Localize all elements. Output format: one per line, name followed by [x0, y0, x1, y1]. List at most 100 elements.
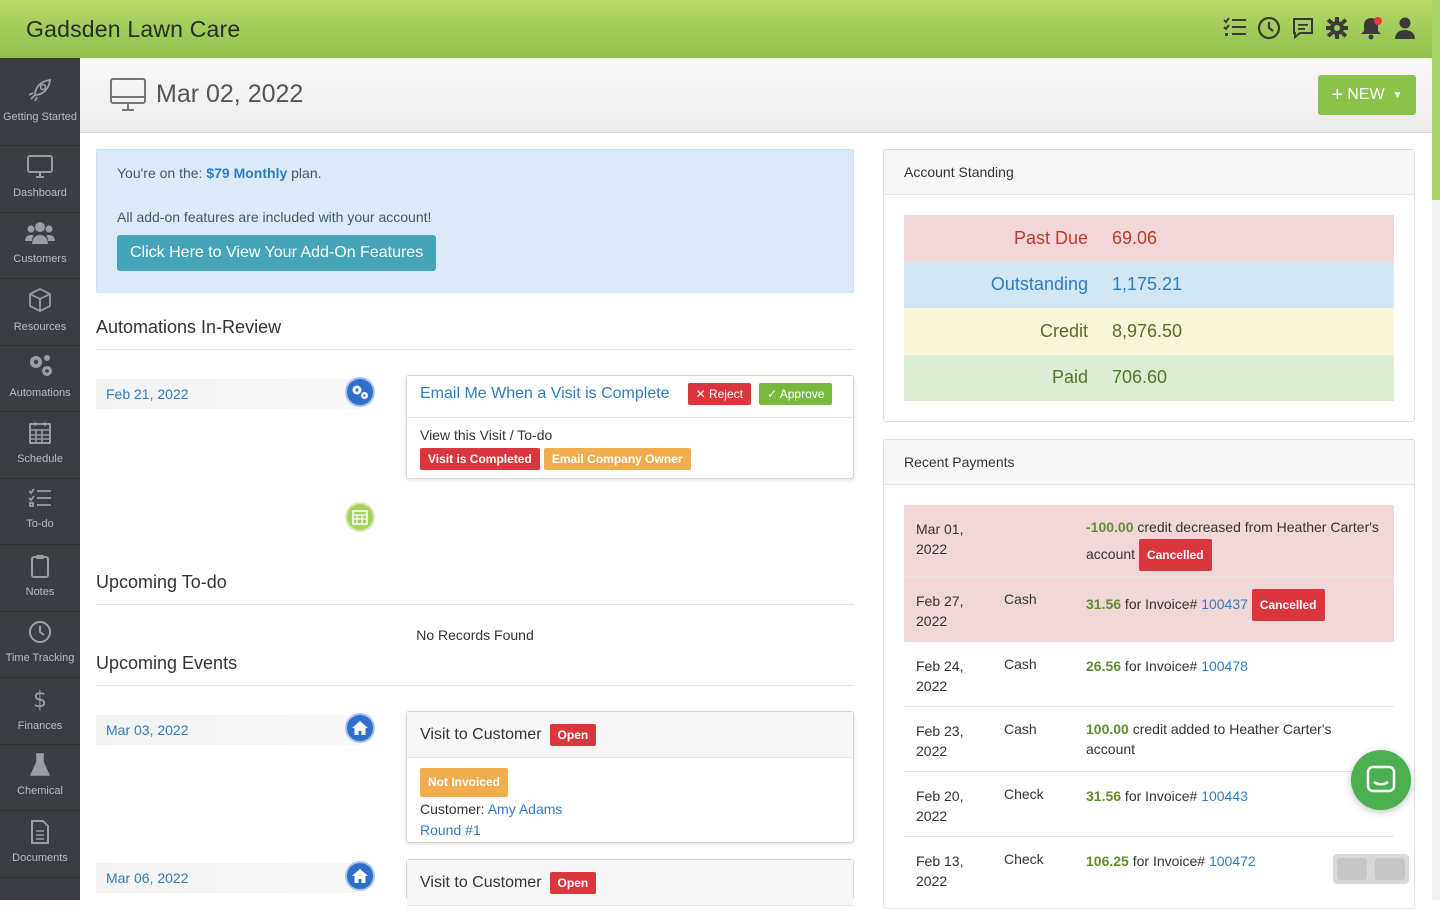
- chat-icon[interactable]: [1290, 14, 1316, 42]
- calendar-icon: [345, 502, 375, 532]
- payment-detail: 100.00 credit added to Heather Carter's …: [1086, 719, 1366, 759]
- invoice-link[interactable]: 100437: [1201, 596, 1248, 612]
- new-button-label: NEW: [1347, 86, 1385, 103]
- invoice-link[interactable]: 100472: [1208, 853, 1256, 869]
- event-title[interactable]: Visit to Customer: [420, 725, 542, 743]
- sidebar-item-label: Resources: [13, 320, 67, 333]
- plan-line: You're on the: $79 Monthly plan.: [117, 165, 833, 181]
- payment-row: Feb 27, 2022 Cash 31.56 for Invoice# 100…: [904, 577, 1394, 642]
- panel-title: Account Standing: [884, 150, 1414, 195]
- sidebar-item-label: Documents: [12, 851, 68, 864]
- standing-value: 69.06: [1112, 227, 1158, 248]
- brand-name: Gadsden Lawn Care: [26, 15, 241, 42]
- caret-down-icon: ▼: [1392, 89, 1403, 101]
- approve-button[interactable]: ✓ Approve: [758, 383, 833, 405]
- event-title[interactable]: Visit to Customer: [420, 873, 542, 891]
- sidebar-item-chemical[interactable]: Chemical: [0, 745, 80, 811]
- automation-card: Email Me When a Visit is Complete ✕ Reje…: [406, 375, 854, 479]
- plus-icon: +: [1331, 84, 1344, 106]
- payment-row: Feb 20, 2022 Check 31.56 for Invoice# 10…: [904, 772, 1394, 837]
- notification-dot: [1374, 17, 1382, 25]
- todo-empty: No Records Found: [416, 627, 534, 643]
- sidebar-item-finances[interactable]: $ Finances: [0, 678, 80, 745]
- payment-row: Feb 24, 2022 Cash 26.56 for Invoice# 100…: [904, 642, 1394, 707]
- payment-date: Feb 23, 2022: [916, 723, 964, 759]
- payment-text: for Invoice#: [1121, 658, 1202, 674]
- sidebar-item-schedule[interactable]: Schedule: [0, 412, 80, 479]
- view-visit-link[interactable]: View this Visit / To-do: [420, 427, 553, 443]
- invoice-badge: Not Invoiced: [420, 768, 509, 797]
- clock-icon[interactable]: [1256, 14, 1282, 42]
- payment-row: Feb 13, 2022 Check 106.25 for Invoice# 1…: [904, 837, 1394, 902]
- payment-text: for Invoice#: [1121, 788, 1202, 804]
- payment-amount: 106.25: [1086, 853, 1129, 869]
- media-controls: [1333, 854, 1409, 884]
- scrollbar[interactable]: [1432, 0, 1440, 900]
- dollar-icon: $: [33, 688, 47, 712]
- sidebar-item-label: Dashboard: [13, 186, 67, 199]
- standing-row-credit: Credit 8,976.50: [904, 308, 1394, 355]
- pause-icon[interactable]: [1337, 858, 1367, 880]
- payment-detail: -100.00 credit decreased from Heather Ca…: [1086, 515, 1386, 571]
- payment-text: credit decreased from Heather Carter's a…: [1086, 519, 1379, 562]
- clock-icon: [29, 621, 51, 644]
- event-customer: Customer: Amy Adams: [420, 799, 840, 820]
- event-date[interactable]: Mar 06, 2022: [96, 863, 362, 893]
- sidebar-item-dashboard[interactable]: Dashboard: [0, 146, 80, 213]
- payment-date: Feb 27, 2022: [916, 593, 964, 629]
- sidebar-item-label: Automations: [9, 387, 71, 400]
- standing-row-paid: Paid 706.60: [904, 354, 1394, 401]
- bell-icon[interactable]: [1358, 14, 1384, 42]
- cancelled-badge: Cancelled: [1138, 539, 1212, 571]
- view-addons-button[interactable]: Click Here to View Your Add-On Features: [117, 235, 437, 271]
- new-button[interactable]: + NEW ▼: [1318, 75, 1416, 115]
- sidebar-item-resources[interactable]: Resources: [0, 279, 80, 346]
- monitor-icon: [110, 78, 146, 111]
- event-date[interactable]: Mar 03, 2022: [96, 715, 362, 745]
- divider: [96, 685, 854, 686]
- customer-link[interactable]: Amy Adams: [487, 801, 563, 817]
- gear-icon[interactable]: [1324, 14, 1350, 42]
- sidebar-item-label: Getting Started: [3, 110, 77, 123]
- automation-card-header: Email Me When a Visit is Complete ✕ Reje…: [407, 376, 853, 413]
- user-icon[interactable]: [1392, 14, 1418, 42]
- standing-label: Paid: [1051, 367, 1088, 388]
- trigger-badge: Visit is Completed: [420, 448, 540, 470]
- sidebar-item-time-tracking[interactable]: Time Tracking: [0, 612, 80, 678]
- chat-widget-button[interactable]: [1351, 750, 1411, 810]
- sidebar-item-label: Time Tracking: [5, 652, 75, 665]
- sidebar-item-automations[interactable]: Automations: [0, 346, 80, 412]
- payment-method: Cash: [1004, 656, 1037, 672]
- sidebar-item-customers[interactable]: Customers: [0, 213, 80, 279]
- automation-tags: Visit is Completed Email Company Owner: [420, 448, 840, 470]
- page-title: Mar 02, 2022: [156, 80, 304, 108]
- calendar-icon: [29, 421, 51, 444]
- standing-value: 1,175.21: [1112, 274, 1183, 295]
- automation-name-link[interactable]: Email Me When a Visit is Complete: [420, 385, 670, 402]
- document-icon: [31, 819, 49, 844]
- sidebar-item-getting-started[interactable]: Getting Started: [0, 58, 80, 146]
- mute-icon[interactable]: [1375, 858, 1405, 880]
- plan-prefix: You're on the:: [117, 165, 207, 181]
- payment-row: Mar 01, 2022 -100.00 credit decreased fr…: [904, 505, 1394, 577]
- approve-label: Approve: [779, 387, 825, 401]
- status-badge: Open: [549, 723, 597, 746]
- standing-value: 8,976.50: [1112, 320, 1183, 341]
- automation-date[interactable]: Feb 21, 2022: [96, 379, 362, 409]
- standing-label: Past Due: [1013, 227, 1088, 248]
- sidebar-item-notes[interactable]: Notes: [0, 545, 80, 612]
- standing-row-outstanding: Outstanding 1,175.21: [904, 261, 1394, 308]
- payment-detail: 26.56 for Invoice# 100478: [1086, 654, 1386, 678]
- panel-title: Recent Payments: [884, 440, 1414, 485]
- sidebar-item-todo[interactable]: To-do: [0, 479, 80, 545]
- sidebar-item-documents[interactable]: Documents: [0, 811, 80, 878]
- invoice-link[interactable]: 100443: [1201, 788, 1248, 804]
- round-link[interactable]: Round #1: [420, 822, 481, 838]
- invoice-link[interactable]: 100478: [1201, 658, 1248, 674]
- payment-date: Feb 20, 2022: [916, 788, 964, 824]
- payment-amount: 26.56: [1086, 658, 1122, 674]
- task-list-icon[interactable]: [1222, 14, 1248, 42]
- reject-button[interactable]: ✕ Reject: [687, 383, 751, 405]
- payment-detail: 31.56 for Invoice# 100443: [1086, 784, 1386, 808]
- scrollbar-thumb[interactable]: [1432, 0, 1440, 200]
